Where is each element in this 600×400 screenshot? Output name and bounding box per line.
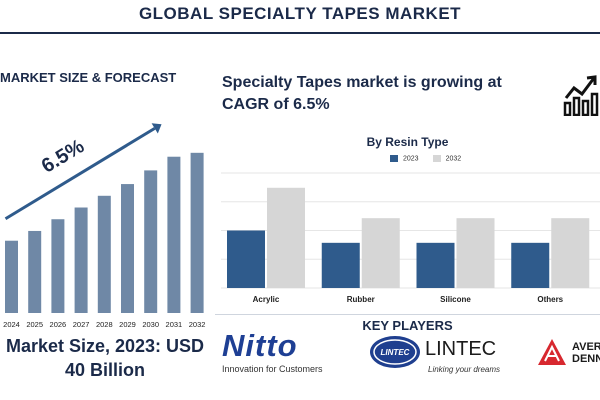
forecast-tick-2025: 2025 bbox=[26, 320, 43, 329]
legend-item-2023: 2023 bbox=[390, 155, 419, 162]
growth-headline: Specialty Tapes market is growing at CAG… bbox=[222, 72, 502, 116]
forecast-bar-2030 bbox=[144, 170, 158, 313]
forecast-bar-2026 bbox=[51, 219, 65, 313]
forecast-tick-2028: 2028 bbox=[96, 320, 113, 329]
growth-arrow-icon bbox=[4, 127, 156, 221]
growth-rate-label: 6.5% bbox=[38, 135, 89, 178]
legend-swatch-2023 bbox=[390, 155, 398, 162]
market-size-line-2: 40 Billion bbox=[64, 360, 145, 380]
nitto-logo: Nitto Innovation for Customers bbox=[222, 328, 323, 375]
lintec-emblem-text: LINTEC bbox=[381, 348, 410, 357]
forecast-bar-2031 bbox=[167, 156, 181, 313]
avery-line-2: DENNI bbox=[572, 353, 600, 365]
legend-label-2032: 2032 bbox=[445, 155, 462, 163]
forecast-tick-2029: 2029 bbox=[119, 320, 136, 329]
growth-headline-line-1: Specialty Tapes market is growing at bbox=[222, 74, 502, 91]
resin-bar-silicone-2023 bbox=[416, 242, 455, 288]
forecast-tick-2026: 2026 bbox=[50, 320, 67, 329]
forecast-bar-2027 bbox=[74, 207, 88, 313]
legend-item-2032: 2032 bbox=[432, 155, 462, 163]
growth-arrow-head-icon bbox=[151, 123, 162, 134]
avery-line-1: AVERY bbox=[572, 341, 600, 353]
resin-tick-rubber: Rubber bbox=[347, 295, 375, 304]
legend-label-2023: 2023 bbox=[403, 155, 419, 163]
resin-tick-acrylic: Acrylic bbox=[253, 295, 280, 304]
forecast-bar-2028 bbox=[97, 195, 111, 313]
resin-bar-rubber-2032 bbox=[361, 218, 400, 288]
forecast-tick-2027: 2027 bbox=[73, 320, 90, 329]
resin-bar-acrylic-2023 bbox=[227, 230, 265, 288]
lintec-logo: LINTEC LINTEC Linking your dreams bbox=[368, 334, 518, 378]
resin-bar-others-2032 bbox=[551, 218, 590, 288]
resin-type-chart: Acrylic Rubber Silicone Others bbox=[221, 172, 600, 304]
lintec-emblem-icon: LINTEC bbox=[370, 336, 420, 368]
resin-bar-rubber-2023 bbox=[321, 242, 360, 288]
forecast-bar-2025 bbox=[28, 230, 42, 313]
market-size-line-1: Market Size, 2023: USD bbox=[5, 336, 205, 356]
resin-tick-others: Others bbox=[537, 295, 563, 304]
key-players-title: KEY PLAYERS bbox=[362, 318, 453, 333]
forecast-tick-2024: 2024 bbox=[3, 320, 20, 329]
growth-headline-line-2: CAGR of 6.5% bbox=[222, 96, 330, 113]
lintec-wordmark: LINTEC bbox=[425, 338, 497, 360]
market-size-chart: 2024 2025 2026 2027 2028 2029 2030 2031 2032 6.5% bbox=[3, 123, 206, 329]
resin-bar-silicone-2032 bbox=[456, 218, 495, 288]
market-size-text: Market Size, 2023: USD 40 Billion bbox=[0, 334, 210, 382]
forecast-tick-2031: 2031 bbox=[166, 320, 183, 329]
resin-bar-others-2023 bbox=[511, 242, 550, 288]
forecast-tick-2032: 2032 bbox=[189, 320, 206, 329]
key-players-divider bbox=[215, 314, 600, 315]
forecast-tick-2030: 2030 bbox=[142, 320, 159, 329]
forecast-bar-2032 bbox=[190, 152, 204, 313]
avery-triangle-icon bbox=[538, 339, 566, 365]
lintec-tagline: Linking your dreams bbox=[428, 365, 501, 374]
page-title: GLOBAL SPECIALTY TAPES MARKET bbox=[138, 4, 462, 23]
trend-chart-icon bbox=[563, 75, 599, 116]
nitto-tagline: Innovation for Customers bbox=[222, 364, 323, 374]
resin-chart-title: By Resin Type bbox=[366, 135, 449, 149]
forecast-bar-2024 bbox=[5, 240, 18, 313]
market-size-subtitle: MARKET SIZE & FORECAST bbox=[0, 70, 177, 85]
nitto-wordmark: Nitto bbox=[222, 328, 298, 363]
title-divider bbox=[0, 32, 600, 34]
avery-wordmark: AVERY DENNI bbox=[572, 341, 600, 365]
resin-tick-silicone: Silicone bbox=[440, 295, 471, 304]
avery-dennison-logo: AVERY DENNI bbox=[536, 337, 600, 371]
resin-bar-acrylic-2032 bbox=[267, 187, 305, 288]
resin-chart-legend: 2023 2032 bbox=[390, 155, 461, 162]
legend-swatch-2032 bbox=[432, 155, 441, 162]
forecast-bar-2029 bbox=[121, 184, 134, 313]
